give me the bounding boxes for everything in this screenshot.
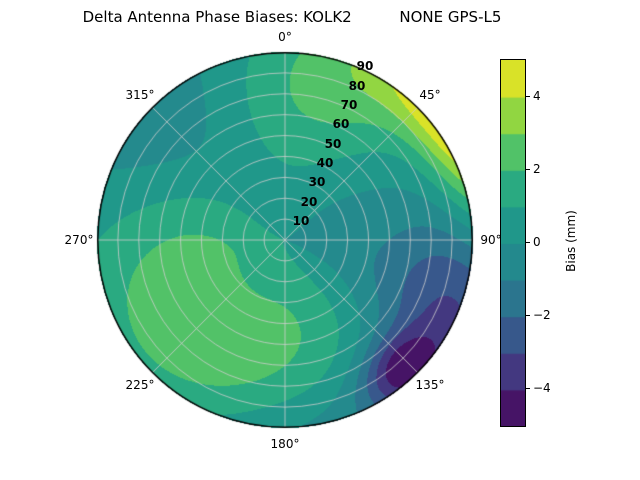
colorbar-tick-label: 0 <box>533 235 541 249</box>
radial-tick-label-60: 60 <box>332 117 350 131</box>
angular-tick-label-315: 315° <box>125 88 155 102</box>
radial-tick-label-30: 30 <box>308 175 326 189</box>
colorbar-tick: 4 <box>526 89 541 103</box>
colorbar-tick-mark <box>526 95 530 97</box>
colorbar-tick-mark <box>526 387 530 389</box>
colorbar-tick-mark <box>526 314 530 316</box>
angular-tick-label-45: 45° <box>419 88 441 102</box>
colorbar-tick: 2 <box>526 162 541 176</box>
colorbar-axis-label: Bias (mm) <box>564 210 578 272</box>
radial-tick-label-20: 20 <box>300 195 318 209</box>
radial-tick-label-50: 50 <box>324 137 342 151</box>
colorbar-tick-mark <box>526 168 530 170</box>
colorbar-tick-label: −4 <box>533 381 551 395</box>
radial-tick-label-70: 70 <box>340 98 358 112</box>
colorbar-tick: −4 <box>526 381 551 395</box>
angular-tick-label-180: 180° <box>270 437 300 451</box>
angular-tick-label-0: 0° <box>278 30 292 44</box>
radial-tick-label-40: 40 <box>316 156 334 170</box>
chart-title: Delta Antenna Phase Biases: KOLK2 NONE G… <box>82 8 502 26</box>
colorbar-tick-label: 4 <box>533 89 541 103</box>
angular-tick-label-135: 135° <box>415 378 445 392</box>
radial-tick-label-80: 80 <box>348 79 366 93</box>
colorbar-tick-label: 2 <box>533 162 541 176</box>
radial-tick-label-10: 10 <box>292 214 310 228</box>
colorbar-tick: −2 <box>526 308 551 322</box>
colorbar-tick-mark <box>526 241 530 243</box>
angular-tick-label-90: 90° <box>480 233 502 247</box>
colorbar <box>500 59 526 427</box>
angular-tick-label-270: 270° <box>64 233 94 247</box>
angular-tick-label-225: 225° <box>125 378 155 392</box>
colorbar-tick-label: −2 <box>533 308 551 322</box>
radial-tick-label-90: 90 <box>356 59 374 73</box>
colorbar-tick: 0 <box>526 235 541 249</box>
polar-contour-plot <box>96 51 474 429</box>
